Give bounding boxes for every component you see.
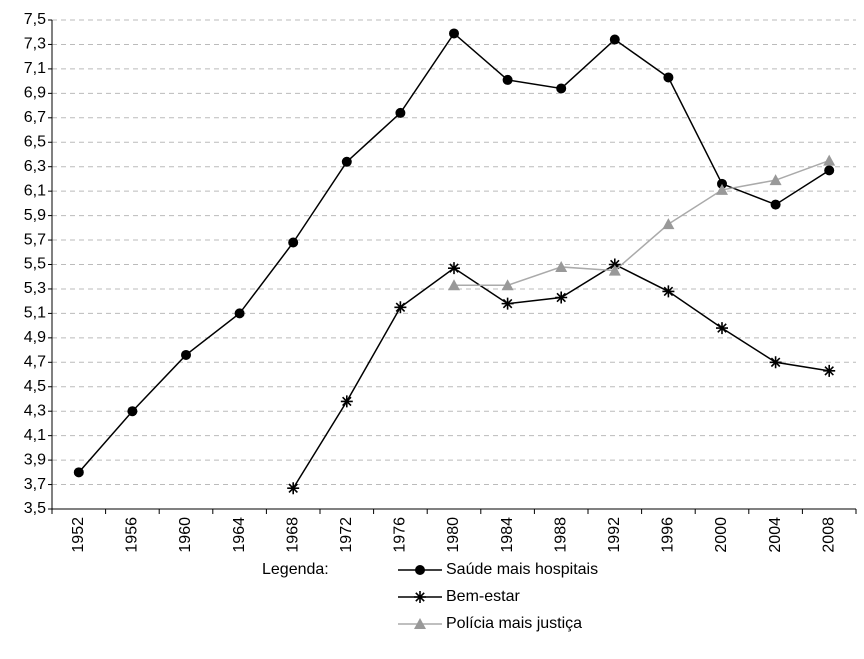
marker	[609, 34, 620, 45]
marker	[448, 262, 460, 275]
x-tick-label: 1980	[445, 517, 462, 553]
y-tick-label: 4,1	[24, 427, 46, 444]
marker	[414, 591, 426, 603]
marker	[501, 279, 514, 291]
marker	[414, 618, 426, 629]
x-tick-label: 2000	[713, 517, 730, 553]
y-tick-label: 6,3	[24, 158, 46, 175]
marker	[663, 72, 674, 83]
marker	[449, 28, 459, 39]
legend-label: Saúde mais hospitais	[446, 561, 598, 578]
y-tick-label: 3,9	[24, 451, 46, 468]
x-tick-label: 1976	[392, 517, 409, 553]
x-tick-label: 1992	[606, 517, 623, 553]
y-tick-label: 5,5	[24, 256, 46, 273]
series-line	[78, 32, 830, 473]
legend-label: Polícia mais justiça	[446, 615, 582, 632]
marker	[608, 264, 621, 276]
y-tick-label: 4,3	[24, 402, 46, 419]
x-tick-label: 1960	[177, 517, 194, 553]
x-tick-label: 2008	[820, 517, 837, 553]
x-tick-label: 1996	[660, 517, 677, 553]
marker	[662, 218, 675, 230]
marker	[769, 174, 782, 186]
x-tick-label: 1972	[338, 517, 355, 553]
marker	[341, 156, 352, 167]
y-tick-label: 6,9	[24, 85, 46, 102]
y-tick-label: 4,5	[24, 378, 46, 395]
marker	[770, 199, 781, 210]
marker	[717, 178, 727, 189]
y-tick-label: 5,7	[24, 231, 46, 248]
y-tick-label: 5,3	[24, 280, 46, 297]
marker	[823, 364, 836, 377]
x-tick-label: 1984	[499, 517, 516, 553]
x-tick-label: 1964	[231, 517, 248, 553]
legend-label: Bem-estar	[446, 588, 520, 605]
marker	[501, 297, 514, 310]
y-tick-label: 5,1	[24, 305, 46, 322]
marker	[662, 285, 675, 298]
marker	[448, 279, 460, 291]
y-tick-label: 7,1	[24, 60, 46, 77]
marker	[234, 308, 245, 319]
marker	[823, 154, 836, 166]
marker	[716, 183, 728, 195]
x-tick-label: 1968	[284, 517, 301, 553]
y-tick-label: 3,5	[24, 500, 46, 517]
marker	[716, 322, 728, 335]
marker	[394, 301, 407, 314]
marker	[395, 107, 406, 118]
y-tick-label: 6,5	[24, 133, 46, 150]
marker	[73, 467, 84, 478]
y-tick-label: 6,1	[24, 182, 46, 199]
marker	[555, 291, 568, 304]
marker	[127, 406, 138, 417]
marker	[288, 237, 299, 248]
marker	[287, 482, 300, 495]
marker	[769, 356, 782, 369]
marker	[824, 165, 835, 176]
marker	[340, 395, 353, 408]
y-tick-label: 3,7	[24, 476, 46, 493]
marker	[555, 260, 568, 272]
x-tick-label: 1956	[124, 517, 141, 553]
x-tick-label: 1952	[70, 517, 87, 553]
y-tick-label: 6,7	[24, 109, 46, 126]
marker	[181, 349, 191, 360]
legend-title: Legenda:	[262, 561, 329, 578]
marker	[608, 258, 621, 271]
x-tick-label: 2004	[767, 517, 784, 553]
series-line	[454, 159, 830, 287]
marker	[502, 74, 513, 85]
x-tick-label: 1988	[552, 517, 569, 553]
marker	[556, 83, 567, 94]
y-tick-label: 5,9	[24, 207, 46, 224]
y-tick-label: 4,9	[24, 329, 46, 346]
y-tick-label: 7,3	[24, 36, 46, 53]
marker	[415, 565, 425, 575]
y-tick-label: 7,5	[24, 11, 46, 28]
y-tick-label: 4,7	[24, 354, 46, 371]
